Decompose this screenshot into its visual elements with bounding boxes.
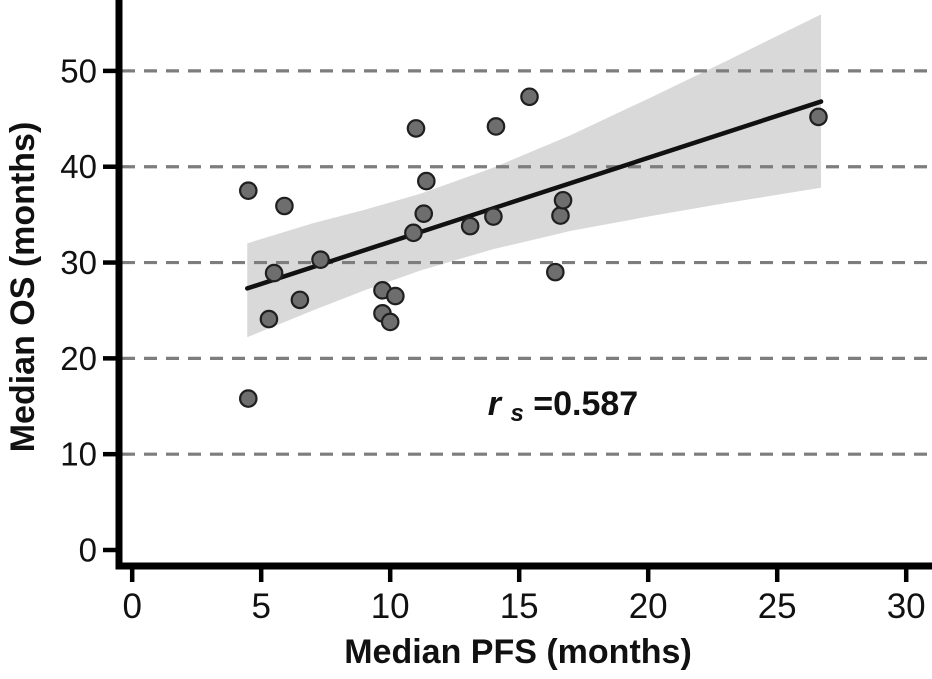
data-point (553, 190, 573, 210)
data-point (264, 263, 284, 283)
data-point (486, 117, 506, 136)
y-tick-label: 30 (60, 244, 97, 281)
y-axis-title: Median OS (months) (4, 122, 42, 453)
data-point (520, 87, 539, 107)
data-point (406, 119, 426, 138)
y-tick-label: 0 (79, 531, 97, 568)
x-tick-label: 0 (122, 587, 141, 626)
data-point (380, 312, 400, 332)
data-point (809, 107, 828, 127)
data-point (386, 286, 405, 306)
annotation-variable: r (488, 385, 503, 423)
data-point (311, 250, 330, 269)
data-point (259, 309, 279, 329)
data-point (546, 262, 565, 282)
y-tick-label: 50 (60, 52, 97, 89)
chart-layers: 0 10 20 30 40 50 0 5 10 15 20 25 30 (60, 0, 932, 626)
data-point (238, 181, 258, 200)
data-point (290, 290, 310, 310)
y-tick-label: 10 (60, 436, 97, 473)
correlation-annotation: r s =0.587 (488, 385, 638, 429)
x-tick-label: 30 (887, 587, 926, 626)
y-tick-label: 20 (60, 340, 97, 377)
x-axis-title: Median PFS (months) (344, 633, 692, 671)
x-tick-label: 10 (371, 587, 410, 626)
annotation-subscript: s (510, 400, 523, 427)
data-point (417, 171, 436, 191)
x-tick-label: 20 (629, 587, 668, 626)
data-point (551, 206, 570, 225)
annotation-value: =0.587 (533, 385, 638, 423)
confidence-band (247, 14, 822, 338)
x-tick-label: 5 (251, 587, 270, 626)
data-point (238, 389, 258, 408)
x-tick-label: 25 (758, 587, 797, 626)
y-tick-label: 40 (60, 148, 97, 185)
data-point (414, 204, 434, 223)
data-point (484, 207, 503, 226)
data-point (275, 196, 294, 216)
data-point (404, 223, 423, 243)
regression-line (245, 99, 824, 291)
x-tick-label: 15 (500, 587, 539, 626)
data-point (460, 216, 480, 236)
